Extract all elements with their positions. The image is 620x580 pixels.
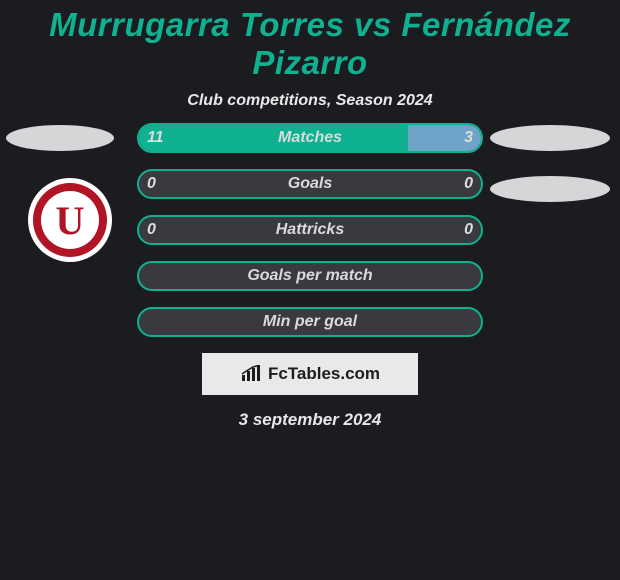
- stat-value-right: 0: [433, 215, 473, 245]
- stat-value-left: 0: [147, 215, 187, 245]
- snapshot-date: 3 september 2024: [0, 410, 620, 430]
- stat-value-right: 3: [433, 123, 473, 153]
- club-badge: U: [28, 178, 112, 262]
- comparison-infographic: Murrugarra Torres vs Fernández Pizarro Cl…: [0, 0, 620, 580]
- stat-bar-min-per-goal: [137, 307, 483, 337]
- player-right-photo-2: [490, 176, 610, 202]
- club-badge-letter: U: [41, 191, 99, 249]
- stat-bar-goals-per-match: [137, 261, 483, 291]
- comparison-subtitle: Club competitions, Season 2024: [0, 92, 620, 110]
- stat-value-left: 11: [147, 123, 187, 153]
- stat-bar-matches: [137, 123, 483, 153]
- brand-watermark: FcTables.com: [202, 353, 418, 395]
- bar-chart-icon: [240, 365, 262, 383]
- player-left-photo: [6, 125, 114, 151]
- stat-value-left: 0: [147, 169, 187, 199]
- stat-bar-hattricks: [137, 215, 483, 245]
- stat-bar-goals: [137, 169, 483, 199]
- stat-value-right: 0: [433, 169, 473, 199]
- comparison-title: Murrugarra Torres vs Fernández Pizarro: [0, 0, 620, 82]
- brand-text: FcTables.com: [268, 364, 380, 384]
- player-right-photo: [490, 125, 610, 151]
